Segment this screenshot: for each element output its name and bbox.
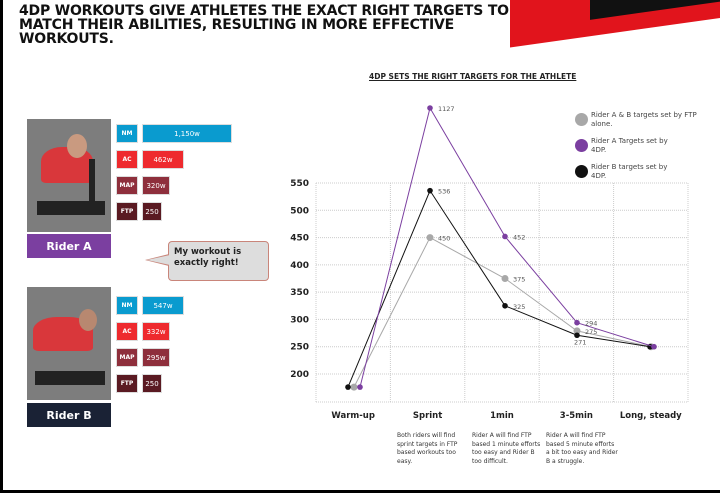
metric-value-map: 320w bbox=[142, 176, 170, 195]
legend-dot bbox=[575, 165, 588, 178]
data-label: 275 bbox=[585, 328, 597, 336]
series-line bbox=[347, 189, 651, 388]
y-tick-label: 500 bbox=[290, 206, 309, 216]
chart-title: 4DP SETS THE RIGHT TARGETS FOR THE ATHLE… bbox=[369, 72, 577, 81]
metric-value-nm: 547w bbox=[142, 296, 184, 315]
data-label: 375 bbox=[513, 276, 525, 284]
metric-tag-ac: AC bbox=[116, 322, 138, 341]
data-point bbox=[350, 383, 358, 391]
y-tick-label: 350 bbox=[290, 288, 309, 298]
line-chart: 200 250 300 350 400 450 500 550 Warm-up Sprint 1mi… bbox=[290, 105, 689, 421]
slide: 4DP WORKOUTS GIVE ATHLETES THE EXACT RIG… bbox=[3, 0, 720, 490]
data-label: 1127 bbox=[438, 105, 455, 113]
legend-item-rider-a: Rider A Targets set by 4DP. bbox=[575, 137, 671, 155]
data-label: 325 bbox=[513, 303, 525, 311]
metric-tag-map: MAP bbox=[116, 176, 138, 195]
metric-tag-nm: NM bbox=[116, 296, 138, 315]
data-point bbox=[345, 384, 351, 390]
data-label: 536 bbox=[438, 188, 450, 196]
data-point bbox=[501, 275, 509, 282]
speech-bubble: My workout is exactly right! bbox=[145, 241, 269, 281]
metric-value-nm: 1,150w bbox=[142, 124, 232, 143]
series-line bbox=[359, 106, 655, 388]
metric-tag-ac: AC bbox=[116, 150, 138, 169]
metric-tag-map: MAP bbox=[116, 348, 138, 367]
legend-item-ftp: Rider A & B targets set by FTP alone. bbox=[575, 111, 711, 129]
data-point bbox=[573, 327, 581, 335]
x-tick-label: 3-5min bbox=[560, 411, 593, 421]
data-point bbox=[426, 234, 434, 242]
data-point bbox=[574, 332, 580, 339]
y-tick-label: 450 bbox=[290, 234, 309, 244]
metric-tag-ftp: FTP bbox=[116, 202, 138, 221]
rider-a-label: Rider A bbox=[27, 234, 111, 258]
rider-a-photo bbox=[27, 119, 111, 232]
legend-dot bbox=[575, 113, 588, 126]
x-tick-label: 1min bbox=[490, 411, 514, 421]
data-point bbox=[427, 187, 433, 194]
metric-value-map: 295w bbox=[142, 348, 170, 367]
data-label: 450 bbox=[438, 235, 450, 243]
data-label: 294 bbox=[585, 320, 597, 328]
metric-value-ac: 332w bbox=[142, 322, 170, 341]
data-label: 452 bbox=[513, 233, 525, 241]
series-line bbox=[353, 236, 652, 388]
y-tick-label: 300 bbox=[290, 315, 309, 325]
data-label: 271 bbox=[574, 338, 586, 346]
y-tick-label: 200 bbox=[290, 370, 309, 380]
metric-tag-nm: NM bbox=[116, 124, 138, 143]
y-tick-label: 550 bbox=[290, 179, 309, 189]
metric-value-ftp: 250 bbox=[142, 374, 162, 393]
slide-title: 4DP WORKOUTS GIVE ATHLETES THE EXACT RIG… bbox=[19, 3, 509, 47]
legend-dot bbox=[575, 139, 588, 152]
note-sprint: Both riders will find sprint targets in … bbox=[397, 432, 458, 465]
x-tick-label: Sprint bbox=[413, 411, 442, 421]
legend-item-rider-b: Rider B targets set by 4DP. bbox=[575, 163, 681, 181]
data-point bbox=[427, 105, 433, 111]
note-1min: Rider A will find FTP based 1 minute eff… bbox=[472, 432, 541, 465]
metric-tag-ftp: FTP bbox=[116, 374, 138, 393]
y-tick-label: 250 bbox=[290, 343, 309, 353]
note-3-5min: Rider A will find FTP based 5 minute eff… bbox=[546, 432, 618, 465]
data-point bbox=[502, 233, 508, 240]
rider-b-label: Rider B bbox=[27, 403, 111, 427]
x-tick-label: Warm-up bbox=[331, 411, 375, 421]
y-tick-label: 400 bbox=[290, 261, 309, 271]
rider-b-photo bbox=[27, 287, 111, 400]
data-point bbox=[502, 302, 508, 309]
data-point bbox=[357, 384, 363, 390]
data-point bbox=[651, 343, 657, 350]
data-point bbox=[574, 319, 580, 326]
metric-value-ftp: 250 bbox=[142, 202, 162, 221]
metric-value-ac: 462w bbox=[142, 150, 184, 169]
x-tick-label: Long, steady bbox=[620, 411, 682, 421]
